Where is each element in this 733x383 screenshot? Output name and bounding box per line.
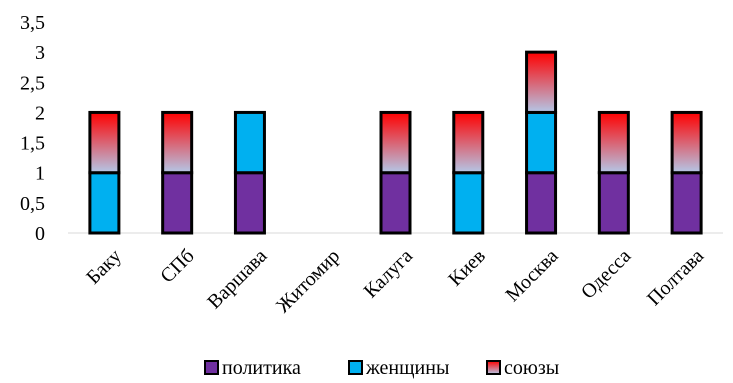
bar-segment [452, 110, 485, 175]
x-tick-label: Калуга [360, 245, 417, 302]
legend-label: политика [222, 357, 301, 379]
y-tick-label: 3,5 [20, 12, 45, 34]
x-tick-label: Житомир [272, 245, 344, 317]
y-axis: 0 0,5 1 1,5 2 2,5 3 3,5 [20, 12, 45, 245]
x-tick-label: Полтава [643, 245, 708, 310]
x-tick-label: Москва [501, 245, 562, 306]
x-tick-label: СПб [156, 245, 198, 287]
x-tick-label: Баку [82, 245, 126, 289]
legend-swatch [204, 360, 219, 375]
x-tick-label: Киев [444, 245, 490, 291]
x-tick-label: Варшава [203, 245, 271, 313]
bar-segment [525, 50, 558, 114]
legend-label: женщины [365, 357, 449, 379]
bar-segment [525, 110, 558, 175]
x-axis: Баку СПб Варшава Житомир Калуга Киев Москва Оде… [68, 232, 723, 317]
bar-segment [670, 171, 703, 235]
bar-segment [161, 171, 194, 235]
bar-segment [452, 171, 485, 235]
bar-segment [233, 171, 266, 235]
bar-segment [233, 110, 266, 175]
bar-segment [88, 171, 121, 235]
x-tick-label: Одесса [577, 245, 635, 303]
y-tick-label: 3 [35, 42, 45, 64]
bar-segment [670, 110, 703, 175]
bar-segment [597, 171, 630, 235]
y-tick-label: 1 [35, 163, 45, 185]
bar-segment [88, 110, 121, 175]
bars [88, 50, 703, 235]
y-tick-label: 1,5 [20, 133, 45, 155]
legend-swatch [486, 360, 501, 375]
bar-segment [597, 110, 630, 175]
bar-segment [379, 110, 412, 175]
y-tick-label: 2 [35, 102, 45, 124]
y-tick-label: 2,5 [20, 72, 45, 94]
legend-label: союзы [504, 357, 559, 379]
bar-segment [379, 171, 412, 235]
y-tick-label: 0,5 [20, 193, 45, 215]
legend-swatch [348, 360, 363, 375]
bar-segment [525, 171, 558, 235]
y-tick-label: 0 [35, 223, 45, 245]
bar-segment [161, 110, 194, 175]
legend: политика женщины союзы [204, 357, 559, 379]
